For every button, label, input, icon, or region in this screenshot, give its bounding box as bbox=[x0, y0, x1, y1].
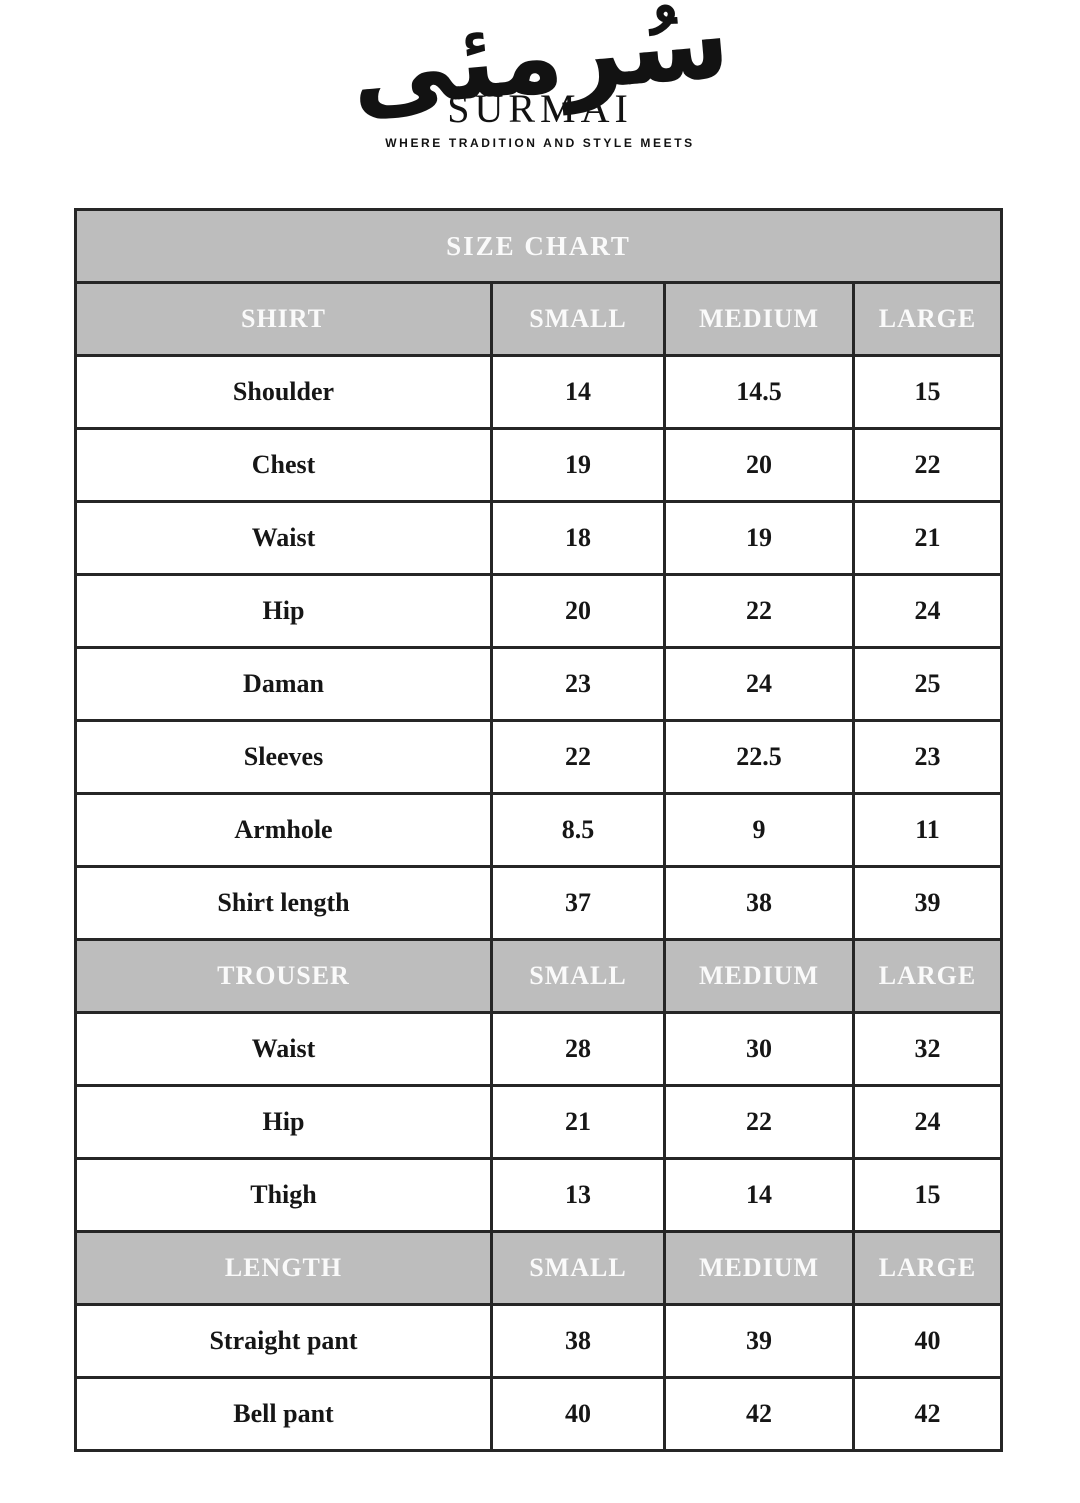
measurement-value-large: 24 bbox=[851, 1084, 1004, 1160]
measurement-label: Daman bbox=[74, 646, 493, 722]
size-chart-table-body: SIZE CHART SHIRT SMALL MEDIUM LARGE Shoulder 1… bbox=[73, 208, 1004, 1452]
measurement-value-large: 25 bbox=[851, 646, 1004, 722]
section-label-trouser: TROUSER bbox=[74, 938, 493, 1014]
measurement-value-large: 40 bbox=[851, 1303, 1004, 1379]
measurement-row: Sleeves 22 22.5 23 bbox=[74, 719, 1004, 795]
measurement-value-small: 38 bbox=[490, 1303, 666, 1379]
measurement-row: Waist 28 30 32 bbox=[74, 1011, 1004, 1087]
measurement-row: Waist 18 19 21 bbox=[74, 500, 1004, 576]
brand-calligraphy-logo: سُرمئی bbox=[345, 0, 735, 134]
measurement-value-medium: 22.5 bbox=[663, 719, 855, 795]
measurement-value-medium: 19 bbox=[663, 500, 855, 576]
measurement-row: Straight pant 38 39 40 bbox=[74, 1303, 1004, 1379]
measurement-value-large: 39 bbox=[851, 865, 1004, 941]
measurement-label: Chest bbox=[74, 427, 493, 503]
table-title: SIZE CHART bbox=[73, 208, 1004, 284]
measurement-value-medium: 22 bbox=[663, 573, 855, 649]
column-header-small: SMALL bbox=[490, 938, 666, 1014]
column-header-small: SMALL bbox=[490, 1230, 666, 1306]
measurement-label: Waist bbox=[74, 500, 493, 576]
measurement-label: Thigh bbox=[74, 1157, 493, 1233]
measurement-row: Hip 21 22 24 bbox=[74, 1084, 1004, 1160]
measurement-label: Hip bbox=[74, 573, 493, 649]
measurement-value-medium: 39 bbox=[663, 1303, 855, 1379]
measurement-value-small: 28 bbox=[490, 1011, 666, 1087]
measurement-label: Armhole bbox=[74, 792, 493, 868]
column-header-medium: MEDIUM bbox=[663, 938, 855, 1014]
measurement-label: Straight pant bbox=[74, 1303, 493, 1379]
column-header-medium: MEDIUM bbox=[663, 281, 855, 357]
column-header-large: LARGE bbox=[851, 938, 1004, 1014]
measurement-value-large: 23 bbox=[851, 719, 1004, 795]
measurement-row: Armhole 8.5 9 11 bbox=[74, 792, 1004, 868]
brand-name: SURMAI bbox=[447, 86, 633, 132]
measurement-value-large: 15 bbox=[851, 354, 1004, 430]
measurement-value-small: 13 bbox=[490, 1157, 666, 1233]
measurement-value-large: 11 bbox=[851, 792, 1004, 868]
measurement-value-large: 22 bbox=[851, 427, 1004, 503]
measurement-label: Shoulder bbox=[74, 354, 493, 430]
measurement-value-small: 40 bbox=[490, 1376, 666, 1452]
column-header-medium: MEDIUM bbox=[663, 1230, 855, 1306]
measurement-label: Waist bbox=[74, 1011, 493, 1087]
measurement-value-medium: 38 bbox=[663, 865, 855, 941]
measurement-row: Shirt length 37 38 39 bbox=[74, 865, 1004, 941]
measurement-label: Shirt length bbox=[74, 865, 493, 941]
measurement-value-medium: 14.5 bbox=[663, 354, 855, 430]
size-chart-table: SIZE CHART SHIRT SMALL MEDIUM LARGE Shoulder 1… bbox=[73, 208, 1004, 1452]
measurement-value-small: 14 bbox=[490, 354, 666, 430]
measurement-value-medium: 30 bbox=[663, 1011, 855, 1087]
measurement-row: Hip 20 22 24 bbox=[74, 573, 1004, 649]
measurement-row: Thigh 13 14 15 bbox=[74, 1157, 1004, 1233]
measurement-value-medium: 42 bbox=[663, 1376, 855, 1452]
section-header-row-length: LENGTH SMALL MEDIUM LARGE bbox=[74, 1230, 1004, 1306]
measurement-value-small: 20 bbox=[490, 573, 666, 649]
brand-tagline: WHERE TRADITION AND STYLE MEETS bbox=[385, 136, 695, 151]
measurement-value-small: 21 bbox=[490, 1084, 666, 1160]
section-header-row-trouser: TROUSER SMALL MEDIUM LARGE bbox=[74, 938, 1004, 1014]
measurement-value-large: 42 bbox=[851, 1376, 1004, 1452]
measurement-row: Bell pant 40 42 42 bbox=[74, 1376, 1004, 1452]
measurement-value-large: 21 bbox=[851, 500, 1004, 576]
column-header-small: SMALL bbox=[490, 281, 666, 357]
measurement-row: Chest 19 20 22 bbox=[74, 427, 1004, 503]
measurement-value-small: 19 bbox=[490, 427, 666, 503]
measurement-value-small: 18 bbox=[490, 500, 666, 576]
measurement-value-large: 15 bbox=[851, 1157, 1004, 1233]
measurement-row: Shoulder 14 14.5 15 bbox=[74, 354, 1004, 430]
measurement-value-medium: 9 bbox=[663, 792, 855, 868]
table-title-row: SIZE CHART bbox=[73, 208, 1004, 284]
measurement-value-small: 22 bbox=[490, 719, 666, 795]
measurement-value-small: 23 bbox=[490, 646, 666, 722]
measurement-value-large: 32 bbox=[851, 1011, 1004, 1087]
measurement-value-small: 8.5 bbox=[490, 792, 666, 868]
section-label-shirt: SHIRT bbox=[74, 281, 493, 357]
brand-logo: سُرمئی SURMAI WHERE TRADITION AND STYLE … bbox=[0, 0, 1080, 200]
column-header-large: LARGE bbox=[851, 281, 1004, 357]
measurement-value-medium: 24 bbox=[663, 646, 855, 722]
measurement-value-small: 37 bbox=[490, 865, 666, 941]
section-label-length: LENGTH bbox=[74, 1230, 493, 1306]
measurement-row: Daman 23 24 25 bbox=[74, 646, 1004, 722]
measurement-label: Sleeves bbox=[74, 719, 493, 795]
measurement-label: Bell pant bbox=[74, 1376, 493, 1452]
measurement-value-large: 24 bbox=[851, 573, 1004, 649]
section-header-row-shirt: SHIRT SMALL MEDIUM LARGE bbox=[74, 281, 1004, 357]
measurement-label: Hip bbox=[74, 1084, 493, 1160]
column-header-large: LARGE bbox=[851, 1230, 1004, 1306]
measurement-value-medium: 22 bbox=[663, 1084, 855, 1160]
measurement-value-medium: 20 bbox=[663, 427, 855, 503]
measurement-value-medium: 14 bbox=[663, 1157, 855, 1233]
